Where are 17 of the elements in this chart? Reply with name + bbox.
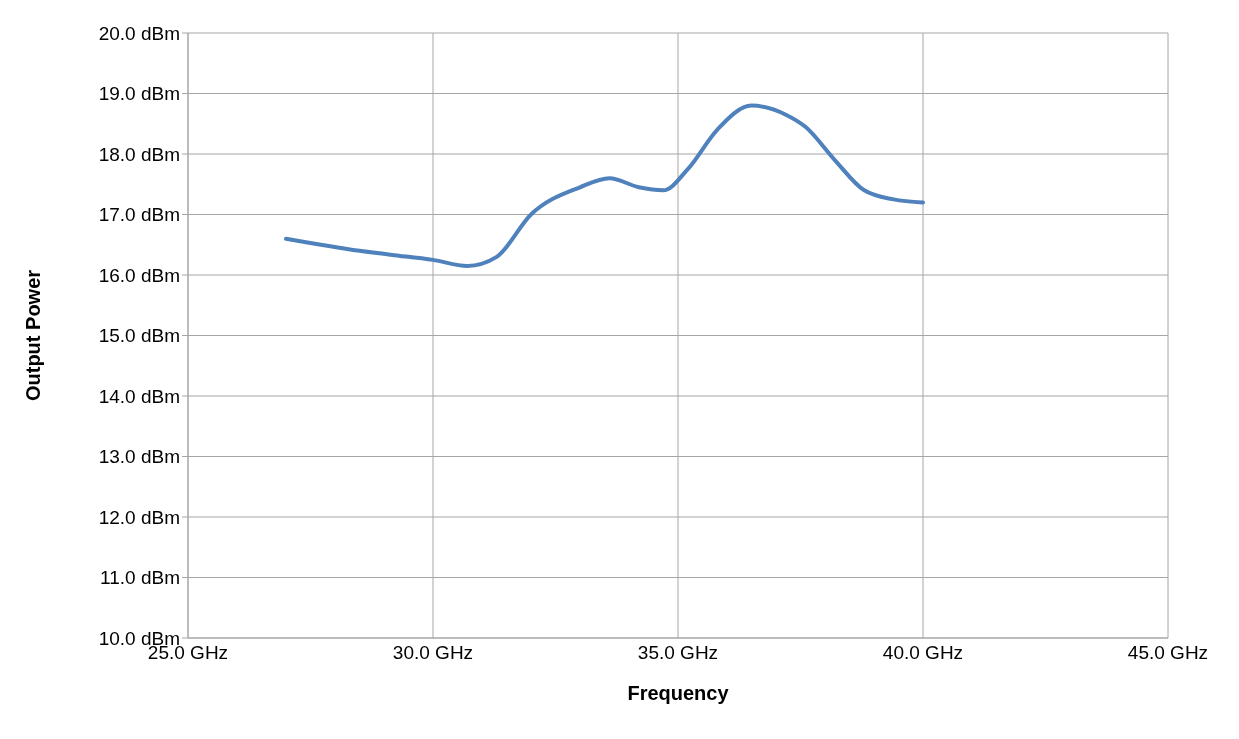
- y-tick-label: 20.0 dBm: [98, 22, 180, 44]
- y-tick-label: 16.0 dBm: [98, 264, 180, 286]
- x-tick-label: 45.0 GHz: [1127, 642, 1209, 664]
- y-tick-label: 18.0 dBm: [98, 143, 180, 165]
- line-series: [284, 103, 925, 268]
- y-tick-label: 14.0 dBm: [98, 385, 180, 407]
- x-tick-label: 35.0 GHz: [637, 642, 719, 664]
- x-axis-title: Frequency: [627, 682, 730, 704]
- x-tick-label: 40.0 GHz: [882, 642, 964, 664]
- x-tick-label: 30.0 GHz: [392, 642, 474, 664]
- y-tick-label: 13.0 dBm: [98, 446, 180, 468]
- y-tick-label: 15.0 dBm: [98, 325, 180, 347]
- y-tick-label: 19.0 dBm: [98, 83, 180, 105]
- y-tick-label: 11.0 dBm: [100, 567, 180, 589]
- y-tick-label: 17.0 dBm: [98, 204, 180, 226]
- y-tick-label: 12.0 dBm: [98, 506, 180, 528]
- y-axis-title: Output Power: [22, 269, 45, 402]
